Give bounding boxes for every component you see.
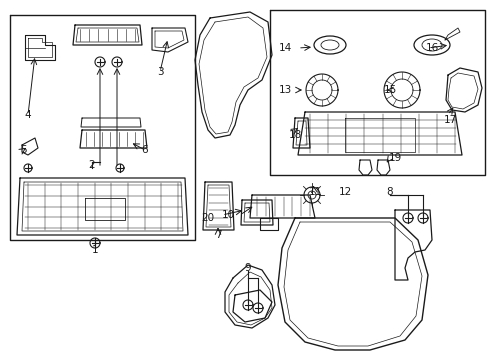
Text: 18: 18 xyxy=(289,130,302,140)
Text: 14: 14 xyxy=(278,43,292,53)
Text: 5: 5 xyxy=(20,145,26,155)
Text: 6: 6 xyxy=(142,145,148,155)
Text: 16: 16 xyxy=(425,43,439,53)
Text: 7: 7 xyxy=(215,230,221,240)
Text: 10: 10 xyxy=(221,210,235,220)
Text: 8: 8 xyxy=(387,187,393,197)
Text: 20: 20 xyxy=(201,213,215,223)
Text: 15: 15 xyxy=(383,85,396,95)
Text: 4: 4 xyxy=(24,110,31,120)
Text: 9: 9 xyxy=(245,263,251,273)
Text: 12: 12 xyxy=(339,187,352,197)
Text: 19: 19 xyxy=(389,153,402,163)
Text: 1: 1 xyxy=(92,245,98,255)
Text: 17: 17 xyxy=(443,115,457,125)
Text: 11: 11 xyxy=(308,187,321,197)
Text: 13: 13 xyxy=(278,85,292,95)
Text: 3: 3 xyxy=(157,67,163,77)
Text: 2: 2 xyxy=(89,160,96,170)
